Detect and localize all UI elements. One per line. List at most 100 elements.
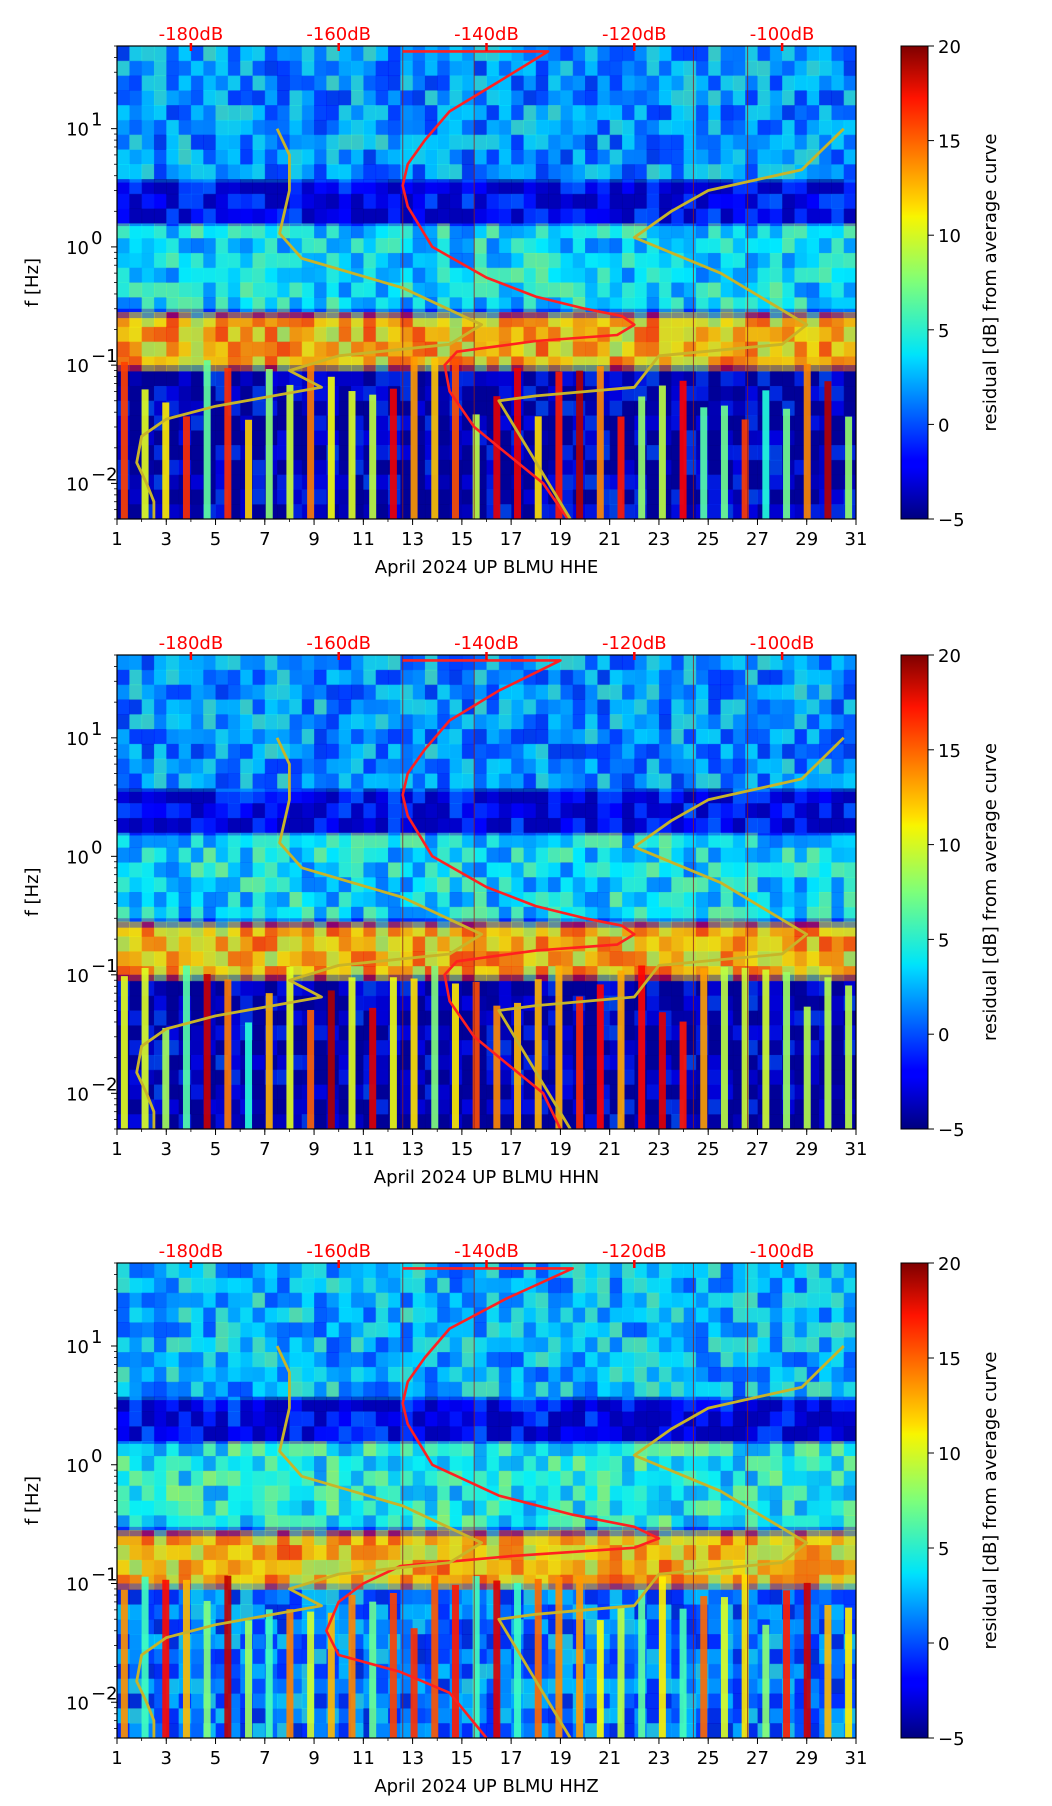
spectrogram-cell xyxy=(511,164,524,180)
spectrogram-cell xyxy=(203,921,217,937)
spectrogram-cell xyxy=(375,297,389,313)
spectrogram-cell xyxy=(252,1530,266,1546)
spectrogram-cell xyxy=(141,208,155,224)
spectrogram-cell xyxy=(117,179,130,195)
spectrogram-cell xyxy=(314,847,327,863)
spectrogram-cell xyxy=(178,832,192,849)
spectrogram-cell xyxy=(831,921,845,937)
spectrogram-cell xyxy=(498,179,512,195)
spectrogram-cell xyxy=(240,980,253,997)
spectrogram-cell xyxy=(806,936,820,952)
spectrogram-cell xyxy=(560,119,574,136)
spectrogram-cell xyxy=(831,1040,845,1056)
spectrogram-cell xyxy=(819,297,832,313)
spectrogram-cell xyxy=(498,1040,512,1056)
spectrogram-cell xyxy=(264,1352,278,1368)
spectrogram-cell xyxy=(424,208,438,224)
spectrogram-cell xyxy=(351,238,364,254)
spectrogram-cell xyxy=(141,1545,155,1561)
spectrogram-cell xyxy=(375,1574,389,1591)
spectrogram-cell xyxy=(363,1366,377,1383)
spectrogram-cell xyxy=(240,1500,253,1516)
spectrogram-cell xyxy=(732,134,746,150)
spectrogram-cell xyxy=(301,238,315,254)
spectrogram-cell xyxy=(178,788,192,804)
spectrogram-cell xyxy=(560,1069,574,1086)
spectrogram-cell xyxy=(178,1485,192,1501)
spectrogram-cell xyxy=(572,714,586,730)
spectrogram-cell xyxy=(277,341,290,357)
spectrogram-cell xyxy=(178,1263,192,1279)
spectrogram-cell xyxy=(757,699,771,715)
spectrogram-cell xyxy=(708,282,722,298)
spectrogram-cell xyxy=(400,119,414,136)
spectrogram-cell xyxy=(708,669,722,686)
spectrogram-cell xyxy=(338,1352,352,1368)
spectrogram-cell xyxy=(141,60,155,77)
spectrogram-cell xyxy=(658,862,672,878)
spectrogram-cell xyxy=(806,60,820,77)
spectrogram-cell xyxy=(326,743,340,760)
spectrogram-cell xyxy=(708,297,722,313)
spectrogram-cell xyxy=(351,1381,364,1398)
spectrogram-cell xyxy=(461,1054,475,1071)
spectrogram-cell xyxy=(190,1054,204,1071)
spectrogram-cell xyxy=(166,1693,180,1709)
spectrogram-cell xyxy=(314,980,327,997)
spectrogram-cell xyxy=(400,847,414,863)
spectrogram-cell xyxy=(227,1530,241,1546)
streak xyxy=(120,361,128,519)
spectrogram-cell xyxy=(498,356,512,372)
spectrogram-cell xyxy=(769,936,783,952)
spectrogram-cell xyxy=(277,1559,290,1576)
spectrogram-cell xyxy=(621,877,635,893)
spectrogram-cell xyxy=(843,75,857,91)
spectrogram-cell xyxy=(301,1411,315,1427)
spectrogram-cell xyxy=(141,1470,155,1487)
spectrogram-cell xyxy=(314,1634,327,1650)
spectrogram-cell xyxy=(400,655,414,671)
spectrogram-cell xyxy=(277,252,290,269)
spectrogram-cell xyxy=(166,504,180,520)
spectrogram-cell xyxy=(412,267,426,283)
spectrogram-cell xyxy=(375,1040,389,1056)
spectrogram-cell xyxy=(658,906,672,923)
spectrogram-cell xyxy=(387,788,401,804)
spectrogram-cell xyxy=(597,60,611,77)
spectrogram-cell xyxy=(338,1069,352,1086)
spectrogram-cell xyxy=(375,729,389,745)
spectrogram-cell xyxy=(646,758,660,774)
spectrogram-cell xyxy=(178,149,192,165)
spectrogram-cell xyxy=(498,1084,512,1100)
spectrogram-cell xyxy=(474,817,487,834)
spectrogram-cell xyxy=(597,179,611,195)
spectrogram-cell xyxy=(646,208,660,224)
spectrogram-cell xyxy=(141,1366,155,1383)
spectrogram-cell xyxy=(412,252,426,269)
spectrogram-cell xyxy=(708,803,722,819)
spectrogram-cell xyxy=(769,134,783,150)
spectrogram-cell xyxy=(609,847,623,863)
spectrogram-cell xyxy=(289,193,303,210)
spectrogram-cell xyxy=(363,1559,377,1576)
spectrogram-cell xyxy=(129,371,143,387)
spectrogram-cell xyxy=(769,400,783,417)
spectrogram-cell xyxy=(498,936,512,952)
spectrogram-cell xyxy=(437,699,451,715)
spectrogram-cell xyxy=(375,951,389,967)
spectrogram-cell xyxy=(264,312,278,328)
spectrogram-cell xyxy=(117,193,130,210)
spectrogram-cell xyxy=(511,714,524,730)
spectrogram-cell xyxy=(190,1381,204,1398)
spectrogram-cell xyxy=(252,193,266,210)
spectrogram-cell xyxy=(338,906,352,923)
db-scale-label: -120dB xyxy=(602,24,667,45)
spectrogram-cell xyxy=(129,90,143,106)
spectrogram-cell xyxy=(215,238,229,254)
spectrogram-cell xyxy=(301,951,315,967)
spectrogram-cell xyxy=(523,966,537,982)
spectrogram-cell xyxy=(757,149,771,165)
spectrogram-cell xyxy=(203,699,217,715)
spectrogram-cell xyxy=(314,504,327,520)
spectrogram-cell xyxy=(153,847,167,863)
